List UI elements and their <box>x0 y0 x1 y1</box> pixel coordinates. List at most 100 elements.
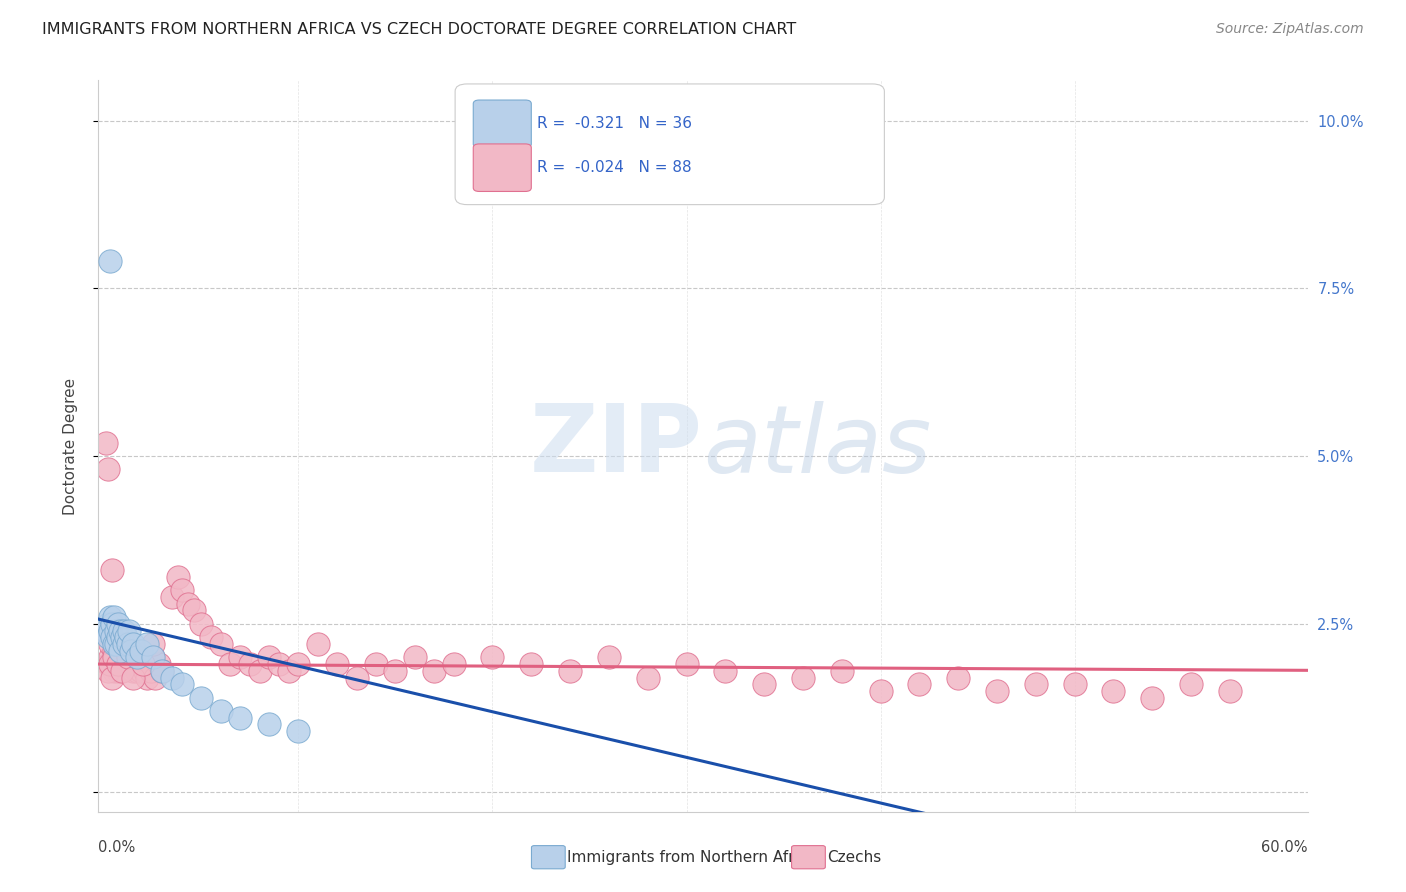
Point <box>120 650 142 665</box>
Point <box>117 650 139 665</box>
Point <box>108 664 131 678</box>
Point <box>229 711 252 725</box>
Point <box>908 677 931 691</box>
Point <box>209 704 232 718</box>
Point <box>112 643 135 657</box>
Point <box>183 603 205 617</box>
Point <box>129 643 152 657</box>
Point <box>675 657 697 671</box>
Point <box>96 624 118 638</box>
Point <box>598 650 620 665</box>
Point <box>129 664 152 678</box>
Point <box>239 657 262 671</box>
Point <box>107 650 129 665</box>
Point <box>142 650 165 665</box>
Point <box>117 650 139 665</box>
Point <box>170 677 193 691</box>
Point <box>97 630 120 644</box>
Point <box>287 657 309 671</box>
Point <box>249 664 271 678</box>
Point <box>117 637 139 651</box>
Point <box>443 657 465 671</box>
Point <box>101 671 124 685</box>
Point <box>287 724 309 739</box>
Point <box>118 657 141 671</box>
Point <box>142 637 165 651</box>
Point <box>170 583 193 598</box>
Point <box>148 657 170 671</box>
Point <box>190 690 212 705</box>
Point <box>128 650 150 665</box>
Point <box>481 650 503 665</box>
Point <box>792 671 814 685</box>
Point <box>346 671 368 685</box>
Point <box>98 624 121 638</box>
Point <box>107 664 129 678</box>
Point <box>114 657 136 671</box>
Y-axis label: Doctorate Degree: Doctorate Degree <box>63 377 77 515</box>
Point <box>127 664 149 678</box>
Text: Source: ZipAtlas.com: Source: ZipAtlas.com <box>1216 22 1364 37</box>
Point <box>103 643 125 657</box>
Point <box>209 637 232 651</box>
Point <box>103 650 125 665</box>
Point <box>160 671 183 685</box>
Point <box>1025 677 1047 691</box>
Point <box>152 664 174 678</box>
Point <box>104 637 127 651</box>
Point <box>98 637 121 651</box>
Point <box>111 650 134 665</box>
Text: R =  -0.321   N = 36: R = -0.321 N = 36 <box>537 116 692 131</box>
Point <box>1063 677 1085 691</box>
Point <box>229 650 252 665</box>
Point <box>190 616 212 631</box>
Point <box>104 650 127 665</box>
Point <box>101 657 124 671</box>
Point <box>152 664 174 678</box>
Point <box>120 643 142 657</box>
Point <box>257 717 280 731</box>
Point <box>404 650 426 665</box>
Point <box>326 657 349 671</box>
Point <box>122 671 145 685</box>
Point <box>103 664 125 678</box>
Point <box>97 664 120 678</box>
Point <box>108 624 131 638</box>
Point <box>200 630 222 644</box>
Point <box>96 435 118 450</box>
Point <box>107 657 129 671</box>
Point <box>384 664 406 678</box>
Point <box>869 684 891 698</box>
Point <box>134 664 156 678</box>
Point <box>364 657 387 671</box>
Text: Czechs: Czechs <box>827 850 882 864</box>
Text: 0.0%: 0.0% <box>98 839 135 855</box>
Point <box>103 637 125 651</box>
Point <box>986 684 1008 698</box>
Point <box>107 616 129 631</box>
Point <box>108 643 131 657</box>
Text: Immigrants from Northern Africa: Immigrants from Northern Africa <box>567 850 817 864</box>
Point <box>307 637 329 651</box>
Point <box>111 630 134 644</box>
Point <box>219 657 242 671</box>
Point <box>122 664 145 678</box>
Point <box>98 650 121 665</box>
Point <box>1219 684 1241 698</box>
Point <box>112 657 135 671</box>
Point <box>122 637 145 651</box>
Point <box>176 597 198 611</box>
Point <box>97 462 120 476</box>
Point <box>101 563 124 577</box>
Point <box>103 610 125 624</box>
Point <box>97 657 120 671</box>
Point <box>257 650 280 665</box>
Point <box>139 664 162 678</box>
Point <box>520 657 543 671</box>
Point <box>143 671 166 685</box>
Point <box>142 650 165 665</box>
Point <box>108 657 131 671</box>
Point <box>714 664 737 678</box>
Text: ZIP: ZIP <box>530 400 703 492</box>
FancyBboxPatch shape <box>456 84 884 204</box>
